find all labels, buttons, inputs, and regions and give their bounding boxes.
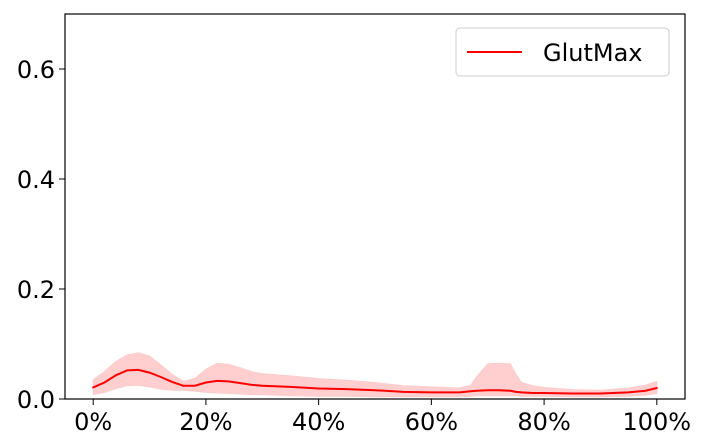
y-axis-ticks: 0.0 0.2 0.4 0.6 (17, 56, 65, 414)
y-tick-label: 0.0 (17, 386, 55, 414)
confidence-bands (92, 352, 658, 398)
series-line-glutmax (92, 368, 658, 395)
legend: GlutMax (455, 27, 670, 77)
legend-label-glutmax: GlutMax (543, 39, 643, 67)
plot-frame (64, 13, 686, 400)
y-tick-label: 0.6 (17, 56, 55, 84)
series-lines (92, 368, 658, 395)
y-tick-label: 0.4 (17, 166, 55, 194)
band-glutmax (92, 352, 658, 398)
x-tick-label: 0% (74, 408, 112, 436)
x-tick-label: 80% (517, 408, 570, 436)
y-tick-label: 0.2 (17, 276, 55, 304)
x-tick-label: 20% (179, 408, 232, 436)
x-tick-label: 60% (405, 408, 458, 436)
x-tick-label: 40% (292, 408, 345, 436)
legend-box (455, 27, 670, 77)
plot-background (65, 14, 685, 399)
x-tick-label: 100% (623, 408, 692, 436)
x-axis-ticks: 0% 20% 40% 60% 80% 100% (74, 399, 691, 436)
